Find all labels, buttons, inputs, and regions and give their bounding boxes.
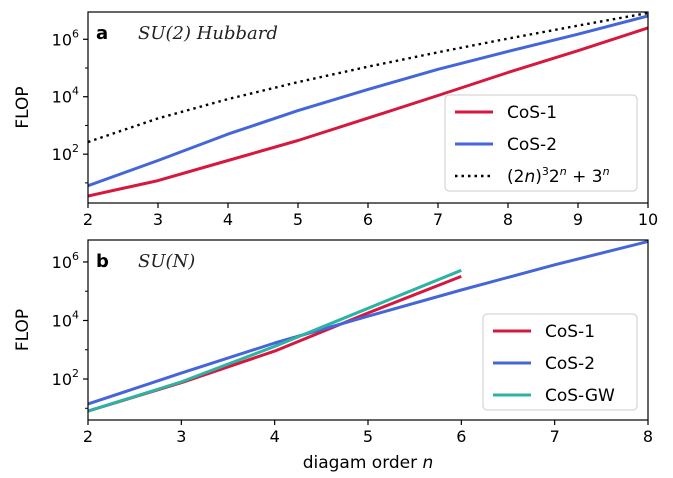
y-tick-label: 104 [52, 85, 79, 107]
y-tick-label: 106 [52, 250, 79, 272]
series-line-cos-1 [88, 26, 648, 198]
legend-box [444, 94, 638, 192]
y-tick-label: 104 [52, 308, 79, 330]
x-tick-label: 3 [176, 427, 186, 446]
x-tick-label: 6 [363, 210, 373, 229]
series-group [88, 240, 648, 413]
y-axis-label: FLOP [13, 309, 33, 351]
legend-box [482, 313, 638, 411]
x-axis-label: diagam order n [303, 453, 434, 473]
panel-b: 2 3 4 5 6 7 8 102 104 106 FLOP diagam order n b SU(N)… [13, 239, 653, 473]
x-tick-label: 2 [83, 210, 93, 229]
x-tick-label: 5 [363, 427, 373, 446]
y-axis-label: FLOP [13, 86, 33, 128]
series-group [88, 12, 648, 198]
series-line-cos-2 [88, 240, 648, 406]
legend-entry: CoS-2 [507, 135, 557, 155]
series-line-cos-2 [88, 14, 648, 188]
x-tick-label: 5 [293, 210, 303, 229]
series-line-cos-gw [88, 268, 462, 413]
legend-entry: CoS-1 [545, 322, 595, 342]
legend-entry: CoS-1 [507, 103, 557, 123]
legend-entry: CoS-GW [545, 386, 615, 406]
x-tick-label: 4 [223, 210, 233, 229]
x-tick-label: 10 [638, 210, 658, 229]
x-tick-label: 4 [270, 427, 280, 446]
x-tick-label: 6 [456, 427, 466, 446]
panel-a: 2 3 4 5 6 7 8 9 10 102 104 106 FLOP a SU(2) Hubbard CoS… [13, 11, 658, 229]
x-tick-label: 2 [83, 427, 93, 446]
legend: CoS-1 CoS-2 (2n)32n + 3n [444, 94, 638, 192]
x-tick-label: 9 [573, 210, 583, 229]
panel-title: SU(N) [138, 251, 195, 272]
x-tick-label: 8 [643, 427, 653, 446]
x-tick-label: 8 [503, 210, 513, 229]
x-tick-label: 7 [433, 210, 443, 229]
y-tick-label: 102 [52, 367, 79, 389]
panel-label: a [96, 23, 108, 44]
y-tick-label: 102 [52, 142, 79, 164]
series-line-reference [88, 12, 648, 144]
legend: CoS-1 CoS-2 CoS-GW [482, 313, 638, 411]
x-tick-label: 3 [153, 210, 163, 229]
legend-entry: (2n)32n + 3n [507, 165, 610, 187]
x-tick-label: 7 [550, 427, 560, 446]
panel-title: SU(2) Hubbard [138, 23, 278, 44]
panel-label: b [96, 251, 109, 272]
y-tick-label: 106 [52, 27, 79, 49]
legend-entry: CoS-2 [545, 354, 595, 374]
